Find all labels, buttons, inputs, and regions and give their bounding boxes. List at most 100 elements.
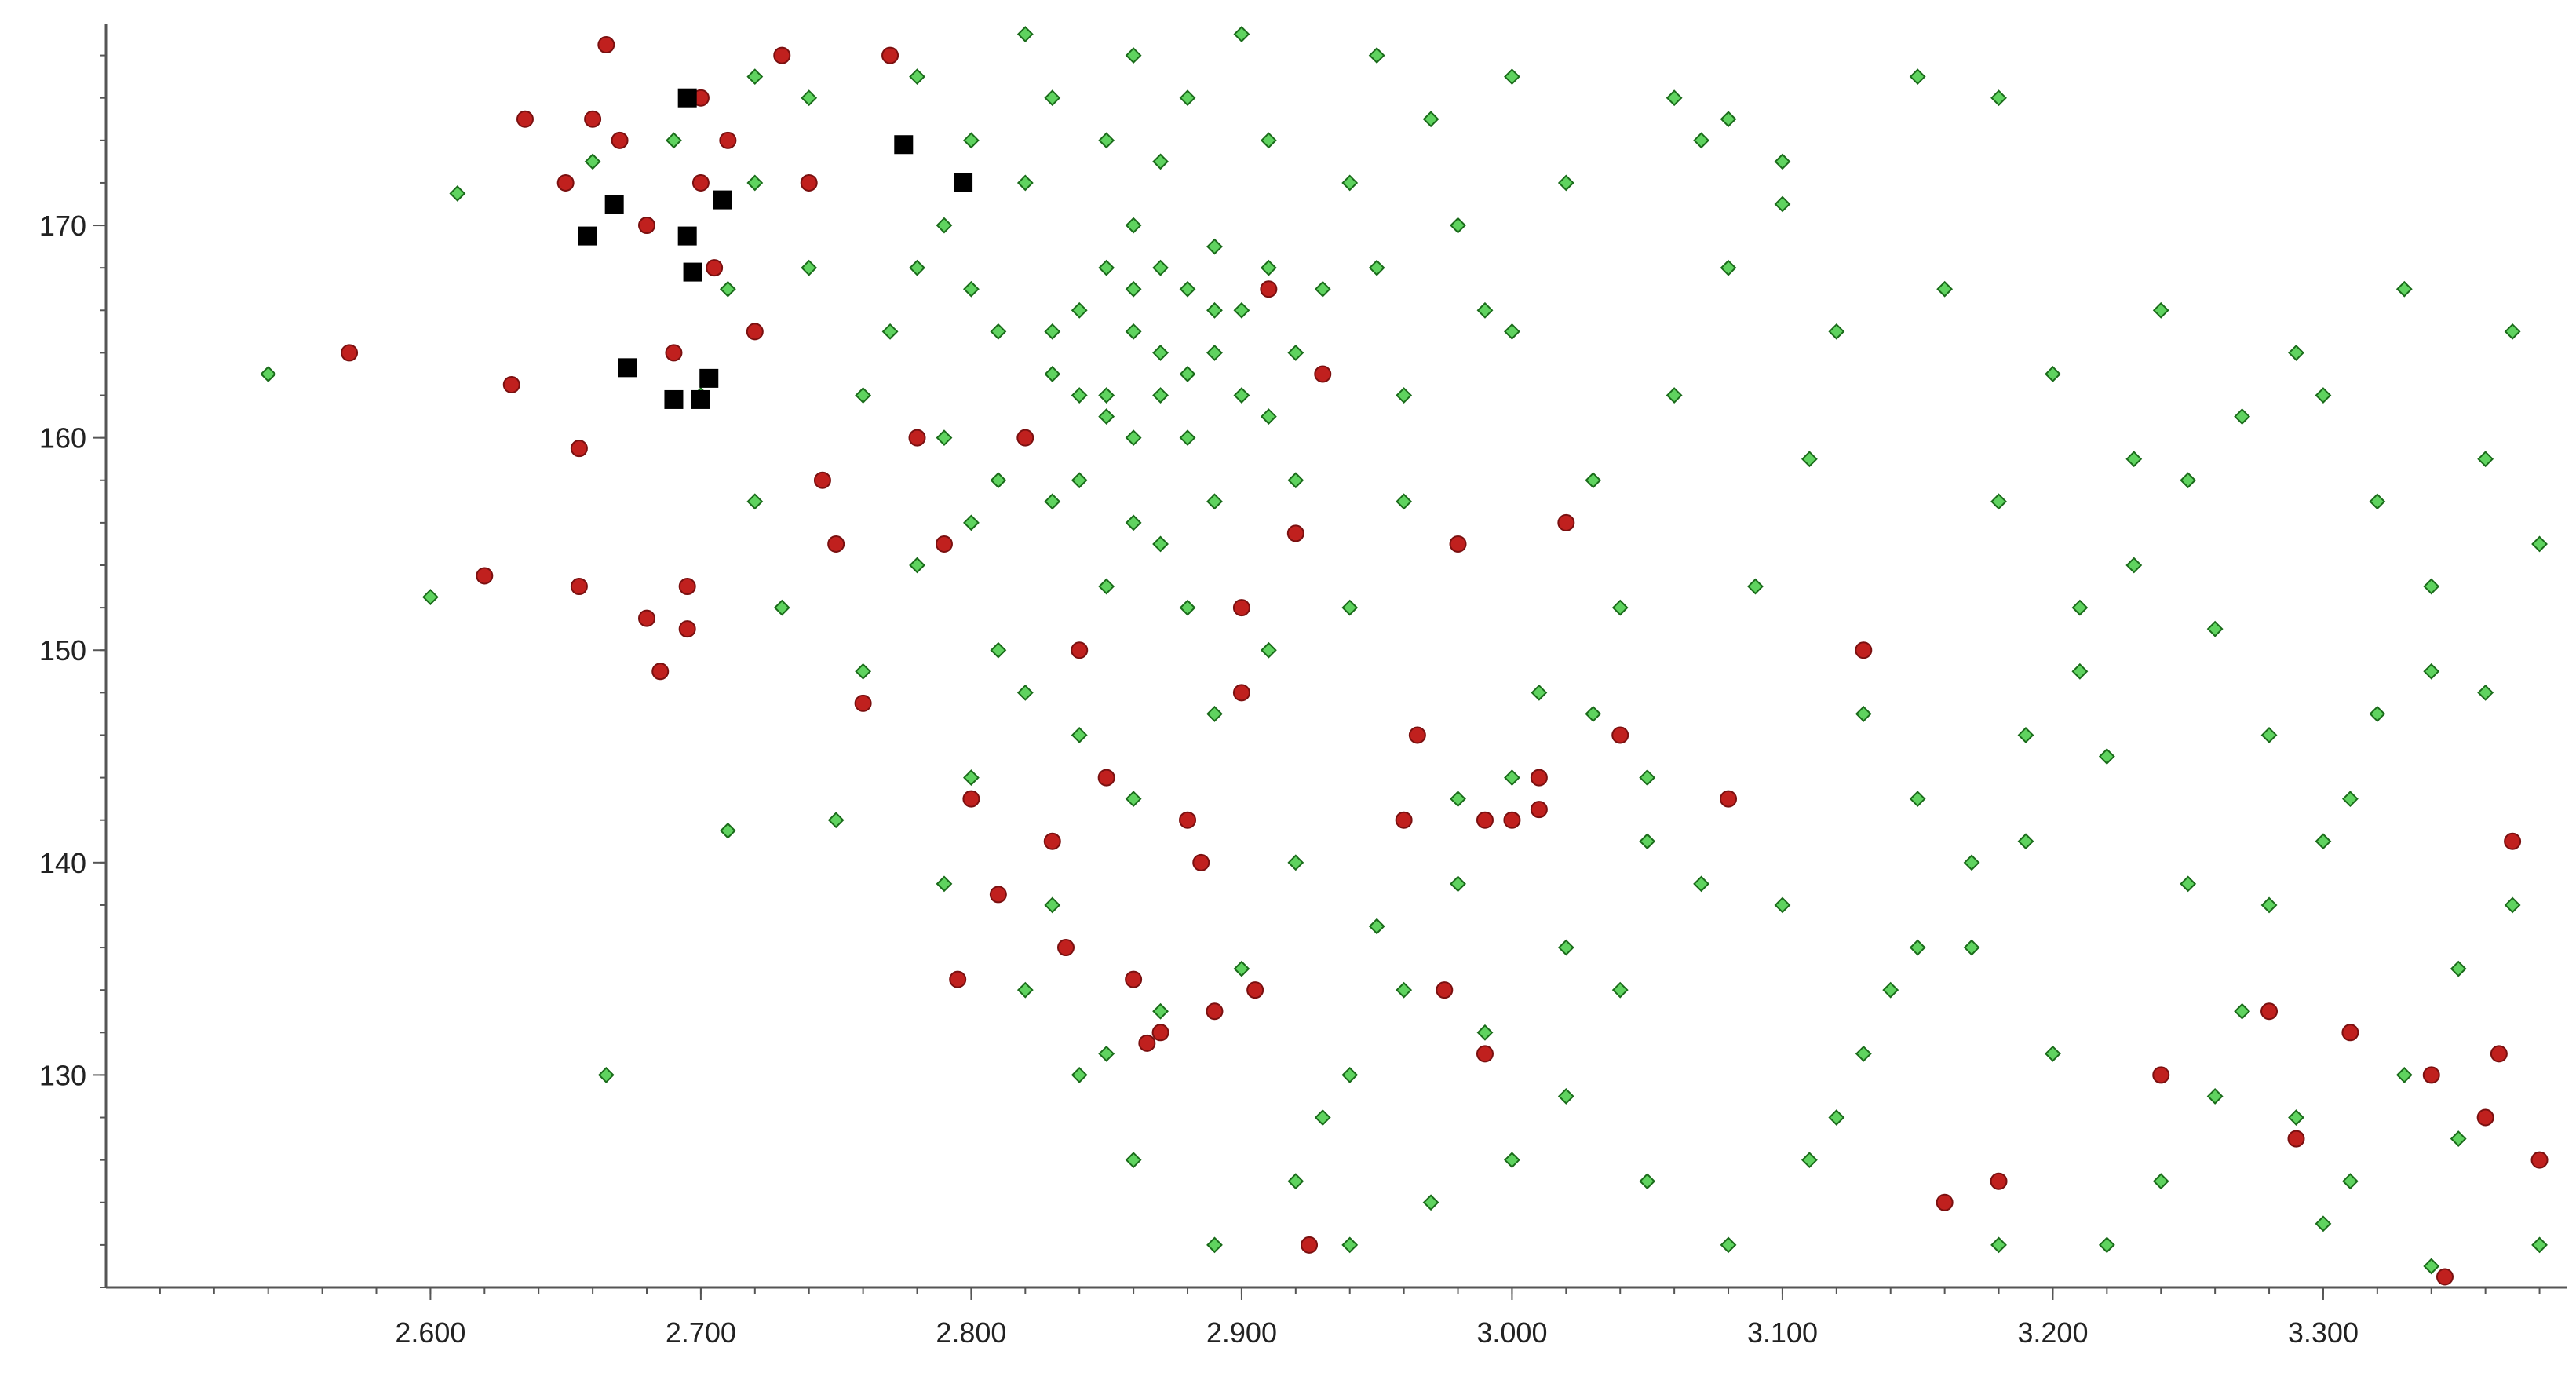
series-0-point-140: [1206, 1236, 1223, 1254]
series-1-point-14: [678, 620, 696, 638]
series-0-point-152: [1720, 1236, 1737, 1254]
series-0-point-126: [1341, 174, 1359, 192]
series-0-point-13: [1233, 301, 1250, 319]
series-0-point-66: [2017, 833, 2034, 850]
series-0-point-107: [801, 89, 818, 107]
series-0-point-22: [909, 259, 925, 276]
series-0-point-102: [1368, 47, 1385, 64]
series-0-point-52: [1774, 195, 1791, 213]
series-1-point-53: [1449, 535, 1467, 553]
series-0-point-147: [1639, 769, 1656, 787]
series-0-point-4: [719, 822, 736, 839]
series-0-point-28: [1206, 705, 1223, 722]
series-0-point-54: [1828, 323, 1845, 340]
series-0-point-124: [1152, 153, 1169, 170]
series-0-point-138: [1071, 1066, 1088, 1083]
series-0-point-194: [1287, 344, 1304, 361]
series-0-point-91: [2504, 896, 2521, 914]
series-0-point-48: [1504, 323, 1520, 340]
series-0-point-10: [1125, 217, 1142, 234]
series-0-point-70: [2045, 366, 2061, 382]
series-0-point-170: [1125, 323, 1142, 340]
series-0-point-61: [1828, 1109, 1845, 1126]
y-tick-label: 170: [39, 210, 86, 242]
series-1-point-35: [1071, 641, 1089, 659]
y-tick-label: 150: [39, 634, 86, 666]
series-0-point-46: [1585, 472, 1602, 489]
series-0-point-24: [1287, 472, 1304, 489]
series-0-point-51: [1720, 259, 1737, 276]
series-0-point-150: [1557, 1088, 1574, 1105]
y-tick-label: 160: [39, 422, 86, 455]
series-0-point-49: [1450, 217, 1466, 234]
series-0-point-122: [963, 132, 980, 149]
series-0-point-118: [666, 132, 682, 149]
series-1-point-36: [1097, 769, 1115, 787]
series-1-point-60: [1611, 726, 1629, 744]
series-0-point-164: [2423, 663, 2440, 680]
series-0-point-74: [2206, 620, 2224, 637]
series-0-point-97: [1990, 89, 2007, 107]
series-0-point-175: [1098, 259, 1115, 276]
series-1-point-49: [1314, 365, 1332, 383]
series-0-point-127: [1422, 111, 1439, 128]
series-1-point-29: [949, 970, 967, 988]
series-0-point-192: [1125, 514, 1142, 531]
series-0-point-2: [449, 185, 466, 202]
series-2-point-3: [664, 389, 684, 409]
y-tick-label: 130: [39, 1059, 86, 1091]
series-0-point-173: [1206, 238, 1223, 255]
series-1-point-4: [556, 173, 575, 192]
series-0-point-128: [1476, 301, 1494, 319]
series-0-point-57: [1855, 705, 1872, 722]
series-0-point-156: [1963, 854, 1980, 871]
series-0-point-184: [1260, 259, 1277, 276]
series-0-point-0: [260, 366, 277, 382]
series-1-point-62: [1855, 641, 1873, 659]
series-0-point-143: [1396, 981, 1413, 999]
series-0-point-63: [1990, 1236, 2007, 1254]
x-tick-label: 2.600: [395, 1316, 465, 1349]
series-0-point-182: [1071, 387, 1088, 404]
series-0-point-94: [2423, 1258, 2440, 1275]
series-0-point-112: [909, 557, 925, 574]
series-0-point-69: [1990, 493, 2007, 510]
series-0-point-159: [2125, 557, 2143, 574]
series-0-point-7: [1098, 387, 1115, 404]
series-1-point-52: [1436, 981, 1454, 999]
series-2-point-10: [894, 135, 914, 155]
series-0-point-53: [1693, 132, 1709, 149]
series-0-point-114: [773, 599, 790, 616]
series-1-point-34: [1056, 939, 1075, 957]
series-0-point-14: [1016, 174, 1034, 192]
series-0-point-23: [855, 387, 872, 404]
series-2-point-1: [604, 195, 624, 214]
series-0-point-178: [1179, 366, 1196, 382]
series-0-point-18: [1152, 535, 1169, 553]
series-1-point-55: [1476, 811, 1494, 829]
series-0-point-187: [990, 323, 1007, 340]
series-2-point-11: [954, 173, 973, 192]
series-0-point-105: [1016, 26, 1034, 42]
series-1-point-61: [1720, 790, 1738, 808]
series-1-point-24: [827, 535, 845, 553]
series-0-point-104: [1125, 47, 1142, 64]
series-1-point-20: [746, 323, 764, 341]
series-1-point-69: [2422, 1066, 2440, 1084]
series-1-point-27: [908, 429, 926, 447]
series-1-point-74: [2530, 1151, 2549, 1169]
series-0-point-160: [2180, 472, 2197, 489]
series-0-point-193: [1206, 493, 1223, 510]
series-1-point-25: [854, 694, 872, 712]
series-1-point-7: [584, 110, 602, 128]
series-0-point-149: [1611, 981, 1629, 999]
series-0-point-86: [2288, 344, 2304, 361]
series-1-point-48: [1301, 1236, 1319, 1254]
series-1-point-15: [678, 578, 696, 596]
series-0-point-71: [1936, 280, 1954, 298]
series-0-point-146: [1585, 705, 1602, 722]
series-0-point-68: [2071, 599, 2089, 616]
series-0-point-181: [1098, 408, 1115, 425]
series-0-point-136: [936, 875, 953, 893]
series-0-point-167: [2206, 1088, 2224, 1105]
